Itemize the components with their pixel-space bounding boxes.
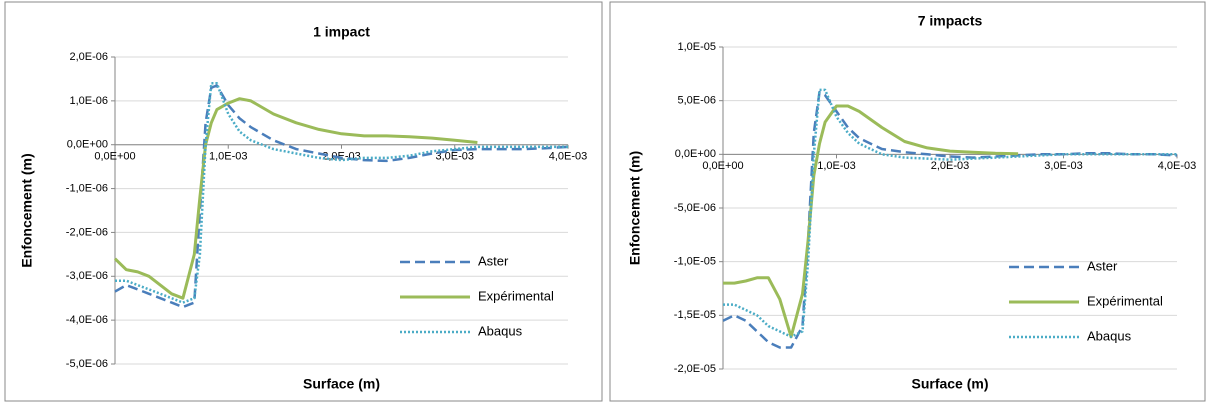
y-axis-title: Enfoncement (m)	[19, 153, 35, 267]
y-tick-label: -5,0E-06	[674, 202, 716, 214]
legend-label: Aster	[1087, 258, 1118, 273]
x-axis-title: Surface (m)	[911, 376, 988, 392]
chart-border	[609, 1, 1206, 402]
y-tick-label: 0,0E+00	[675, 148, 716, 160]
y-tick-label: -5,0E-06	[66, 358, 108, 370]
y-tick-label: -1,0E-05	[674, 256, 716, 268]
x-tick-label: 2,0E-03	[931, 160, 970, 172]
series-line	[115, 82, 568, 304]
x-tick-label: 1,0E-03	[209, 151, 248, 163]
y-axis-title: Enfoncement (m)	[627, 151, 643, 265]
x-tick-label: 2,0E-03	[322, 151, 361, 163]
y-tick-label: 5,0E-06	[677, 95, 716, 107]
y-tick-label: -1,5E-05	[674, 309, 716, 321]
series-line	[723, 104, 1019, 339]
legend-label: Expérimental	[1087, 293, 1163, 308]
x-tick-label: 3,0E-03	[435, 151, 474, 163]
series-line	[114, 84, 569, 309]
series-line	[113, 97, 478, 300]
x-tick-label: 3,0E-03	[1044, 160, 1083, 172]
y-tick-label: 1,0E-05	[677, 41, 716, 53]
chart-title: 7 impacts	[918, 13, 983, 29]
series-line	[722, 90, 1178, 349]
y-tick-label: 2,0E-06	[69, 51, 108, 63]
legend-label: Aster	[478, 253, 509, 268]
x-tick-label: 4,0E-03	[549, 151, 588, 163]
y-tick-label: -3,0E-06	[66, 270, 108, 282]
chart-title: 1 impact	[313, 24, 370, 40]
chart-border	[4, 1, 603, 402]
x-tick-label: 0,0E+00	[702, 160, 743, 172]
legend-label: Expérimental	[478, 288, 554, 303]
series-line	[723, 88, 1177, 339]
y-tick-label: -2,0E-05	[674, 363, 716, 375]
legend-label: Abaqus	[1087, 328, 1132, 343]
y-tick-label: -2,0E-06	[66, 226, 108, 238]
x-tick-label: 1,0E-03	[817, 160, 856, 172]
y-tick-label: 1,0E-06	[69, 95, 108, 107]
y-tick-label: 0,0E+00	[67, 139, 108, 151]
x-axis-title: Surface (m)	[303, 376, 380, 392]
x-tick-label: 4,0E-03	[1158, 160, 1197, 172]
x-tick-label: 0,0E+00	[94, 151, 135, 163]
y-tick-label: -4,0E-06	[66, 314, 108, 326]
legend-label: Abaqus	[478, 323, 523, 338]
y-tick-label: -1,0E-06	[66, 182, 108, 194]
